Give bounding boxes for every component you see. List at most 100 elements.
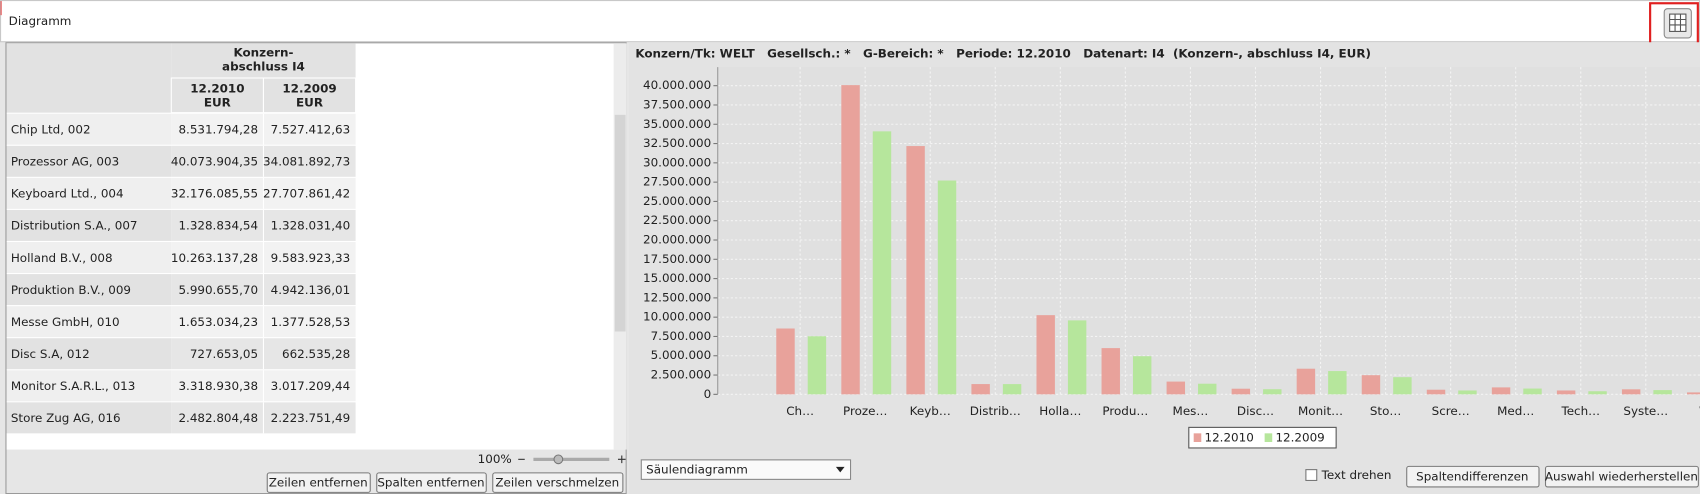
y-tick-label: 7.500.000 [651,329,712,343]
bar [872,131,892,395]
x-tick-label: Scre… [1432,404,1470,418]
bar [1002,384,1022,395]
column-header: 12.2009 [282,81,336,95]
y-tick-label: 12.500.000 [643,290,711,304]
legend-swatch [1193,433,1202,442]
y-tick-label: 25.000.000 [643,194,711,208]
chart-type-value: Säulendiagramm [646,463,748,477]
table-corner [6,43,172,113]
bar [1328,371,1347,395]
bar [1263,389,1282,395]
chart-buttons: Spaltendifferenzen Auswahl wiederherstell… [1406,465,1699,488]
row-label: Produktion B.V., 009 [11,283,131,297]
cell-value: 8.531.794,28 [178,123,258,137]
button[interactable]: Spaltendifferenzen [1406,465,1540,488]
y-tick-label: 5.000.000 [651,348,712,362]
bar [1036,315,1055,395]
row-label: Monitor S.A.R.L., 013 [11,379,136,393]
row-header-cell [6,209,172,241]
row-header-cell [6,338,172,370]
bar [971,384,990,395]
cell-value: 662.535,28 [282,347,350,361]
y-tick-label: 35.000.000 [643,117,711,131]
zoom-in[interactable] [617,455,626,464]
button[interactable]: Zeilen entfernen [266,472,371,493]
row-label: Distribution S.A., 007 [11,219,138,233]
y-tick-label: 40.000.000 [643,78,711,92]
bar [906,146,925,395]
group-header-line: Konzern- [233,46,293,60]
row-header-cell [6,306,172,338]
column-header: 12.2010 [190,81,244,95]
button-label: Auswahl wiederherstellen [1545,470,1698,484]
chart-title: Konzern/Tk: WELT Gesellsch.: * G-Bereich… [635,47,1371,61]
row-header-cell [6,370,172,402]
row-label: Prozessor AG, 003 [11,155,119,169]
bar [1132,356,1152,395]
toolbar-icon[interactable] [1663,8,1692,39]
legend-swatch [1264,433,1273,442]
cell-value: 27.707.861,42 [263,187,350,201]
x-tick-label: Ch… [786,404,814,418]
x-tick-label: Proze… [843,404,887,418]
bar [1523,388,1542,395]
bar [1491,387,1511,395]
checkbox[interactable] [1305,469,1318,481]
x-tick-label: Sto… [1370,404,1401,418]
bar [1621,389,1641,395]
button[interactable]: Auswahl wiederherstellen [1545,465,1699,488]
checkbox-label: Text drehen [1321,468,1392,482]
cell-value: 1.653.034,23 [178,315,258,329]
row-label: Chip Ltd, 002 [11,123,91,137]
header-bar [0,0,1700,43]
row-label: Messe GmbH, 010 [11,315,120,329]
plot: 0 2.500.000 5.000.000 7.500.000 10.000.000 12… [643,67,1700,418]
bar [1296,368,1316,395]
bar [1166,381,1186,395]
bar [841,85,860,395]
y-tick-label: 10.000.000 [643,310,711,324]
bar [1393,377,1412,395]
legend-label: 12.2010 [1205,431,1254,445]
button-face [266,472,371,493]
bar [1686,392,1700,395]
button-label: Zeilen entfernen [269,476,368,490]
cell-value: 1.328.031,40 [271,219,351,233]
cell-value: 2.482.804,48 [178,411,258,425]
legend-label: 12.2009 [1275,431,1324,445]
bar [1067,320,1087,395]
bar [937,180,957,395]
cell-value: 3.318.930,38 [178,379,258,393]
button-label: Spalten entfernen [377,476,484,490]
bar [1231,388,1251,395]
x-tick-label: Monit… [1298,404,1343,418]
cell-value: 5.990.655,70 [178,283,258,297]
y-tick-label: 20.000.000 [643,233,711,247]
button[interactable]: Spalten entfernen [376,472,487,493]
row-label: Store Zug AG, 016 [11,411,121,425]
column-header: EUR [204,95,231,109]
y-tick-label: 30.000.000 [643,155,711,169]
column-header-cell [262,77,357,114]
bar [1361,375,1381,395]
x-tick-label: Syste… [1623,404,1668,418]
legend-box [1188,426,1337,449]
button-label: Zeilen verschmelzen [495,476,619,490]
bar [1556,390,1576,395]
chart-type-select[interactable]: Säulendiagramm [640,459,852,480]
zoom-knob[interactable] [553,454,564,465]
cell-value: 32.176.085,55 [171,187,258,201]
scrollbar-thumb[interactable] [614,114,626,332]
y-tick-label: 32.500.000 [643,136,711,150]
button[interactable]: Zeilen verschmelzen [492,472,624,493]
cell-value: 4.942.136,01 [271,283,351,297]
bar [1653,390,1672,395]
bar [1588,391,1607,395]
column-header: EUR [296,95,323,109]
header-title: Diagramm [9,14,72,28]
group-header-line: abschluss I4 [222,60,305,74]
x-tick-label: Tech… [1560,404,1600,418]
column-header-cell [170,77,264,114]
table-buttons: Zeilen entfernen Spalten entfernen Zeilen … [266,472,624,493]
